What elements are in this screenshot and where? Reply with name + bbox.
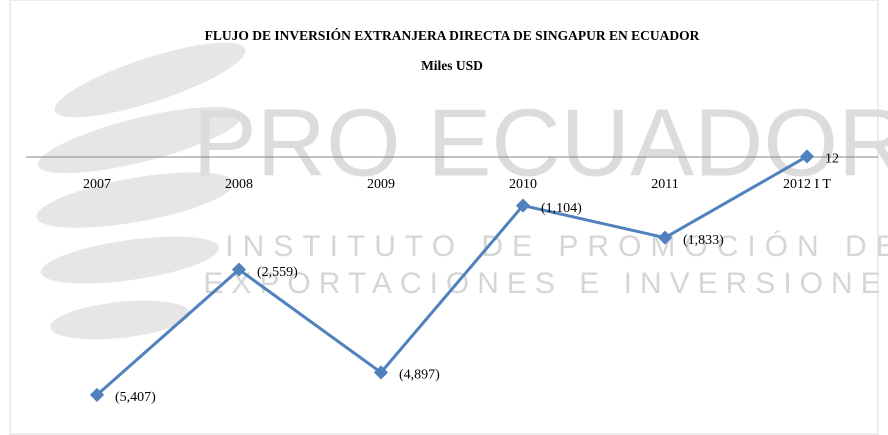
watermark-line: INSTITUTO DE PROMOCIÓN DE	[225, 230, 888, 263]
marker	[515, 198, 531, 213]
marker	[799, 149, 815, 164]
watermark-title: PRO ECUADOR	[193, 89, 888, 196]
watermark-logo	[36, 42, 246, 340]
marker	[231, 262, 247, 277]
marker	[657, 230, 673, 245]
data-label: 12	[825, 152, 839, 167]
x-tick-label: 2008	[225, 177, 253, 192]
watermark-line: EXPORTACIONES E INVERSIONES	[203, 267, 888, 300]
line	[96, 155, 808, 397]
x-tick-label: 2012 I T	[783, 177, 831, 192]
data-label: (1,833)	[683, 233, 724, 248]
data-label: (5,407)	[115, 390, 156, 405]
x-tick-label: 2009	[367, 177, 395, 192]
x-tick-label: 2011	[651, 177, 678, 192]
chart-title: FLUJO DE INVERSIÓN EXTRANJERA DIRECTA DE…	[204, 28, 700, 43]
marker	[373, 365, 389, 380]
marker	[89, 387, 105, 402]
frame	[9, 0, 879, 435]
x-tick-label: 2007	[83, 177, 111, 192]
data-label: (4,897)	[399, 368, 440, 383]
x-tick-label: 2010	[509, 177, 537, 192]
data-label: (1,104)	[541, 201, 582, 216]
data-label: (2,559)	[257, 265, 298, 280]
chart-subtitle: Miles USD	[421, 58, 483, 73]
